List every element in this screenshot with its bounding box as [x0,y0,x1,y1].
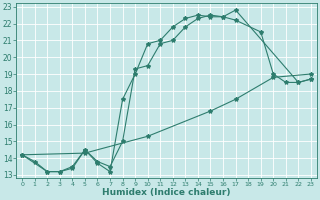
X-axis label: Humidex (Indice chaleur): Humidex (Indice chaleur) [102,188,231,197]
